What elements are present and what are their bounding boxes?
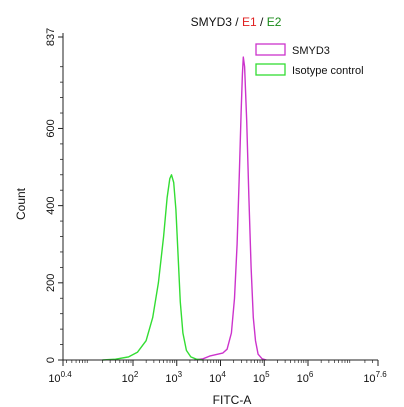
x-tick-base: 10 xyxy=(297,373,309,385)
chart-title: SMYD3 / E1 / E2 xyxy=(191,15,282,29)
legend: SMYD3 Isotype control xyxy=(255,43,364,77)
title-part: E1 xyxy=(242,15,257,29)
series-line-1 xyxy=(102,174,204,361)
x-tick-exp: 3 xyxy=(178,370,183,379)
x-tick-label: 102 xyxy=(122,370,139,385)
legend-label: SMYD3 xyxy=(292,45,330,57)
y-tick-label: 837 xyxy=(45,28,57,46)
x-tick-base: 10 xyxy=(165,373,177,385)
title-part: / xyxy=(232,15,242,29)
title-part: SMYD3 xyxy=(191,15,233,29)
y-tick-label: 400 xyxy=(45,196,57,214)
x-tick-label: 104 xyxy=(209,370,226,385)
x-tick-base: 10 xyxy=(209,373,221,385)
x-tick-exp: 0.4 xyxy=(61,370,73,379)
y-tick-label: 200 xyxy=(45,274,57,292)
x-tick-exp: 6 xyxy=(309,370,314,379)
x-tick-base: 10 xyxy=(253,373,265,385)
x-tick-label: 106 xyxy=(297,370,314,385)
x-axis-title: FITC-A xyxy=(213,393,252,407)
x-tick-exp: 2 xyxy=(134,370,139,379)
title-part: / xyxy=(257,15,267,29)
y-tick-label: 600 xyxy=(45,119,57,137)
x-tick-label: 105 xyxy=(253,370,270,385)
y-axis-title: Count xyxy=(14,187,28,220)
x-tick-base: 10 xyxy=(363,373,375,385)
title-part: E2 xyxy=(267,15,282,29)
x-tick-base: 10 xyxy=(48,373,60,385)
legend-swatch xyxy=(255,63,286,76)
legend-swatch xyxy=(255,43,286,56)
x-tick-label: 107.6 xyxy=(363,370,387,385)
x-tick-label: 103 xyxy=(165,370,182,385)
series-line-0 xyxy=(194,56,267,361)
x-tick-exp: 4 xyxy=(221,370,226,379)
x-tick-base: 10 xyxy=(122,373,134,385)
plot-area xyxy=(102,56,267,361)
x-tick-exp: 7.6 xyxy=(376,370,388,379)
y-tick-label: 0 xyxy=(45,357,57,363)
legend-label: Isotype control xyxy=(292,65,364,77)
x-tick-label: 100.4 xyxy=(48,370,72,385)
x-tick-exp: 5 xyxy=(265,370,270,379)
